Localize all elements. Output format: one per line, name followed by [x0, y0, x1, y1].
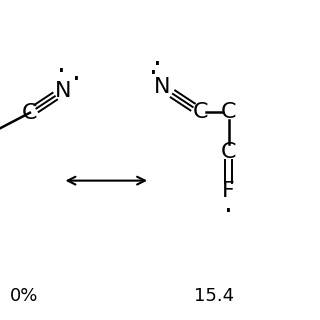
- Text: N: N: [54, 81, 71, 101]
- Text: C: C: [221, 102, 236, 122]
- Text: ·: ·: [57, 58, 66, 86]
- Text: C: C: [193, 102, 208, 122]
- Text: C: C: [22, 103, 38, 123]
- Text: ·: ·: [224, 198, 233, 226]
- Text: F: F: [222, 181, 235, 201]
- Text: N: N: [154, 77, 171, 97]
- Text: 15.4: 15.4: [194, 287, 234, 305]
- Text: ·: ·: [72, 67, 81, 94]
- Text: ·: ·: [153, 51, 162, 79]
- Text: 0%: 0%: [10, 287, 38, 305]
- Text: ·: ·: [149, 60, 157, 88]
- Text: C: C: [221, 142, 236, 162]
